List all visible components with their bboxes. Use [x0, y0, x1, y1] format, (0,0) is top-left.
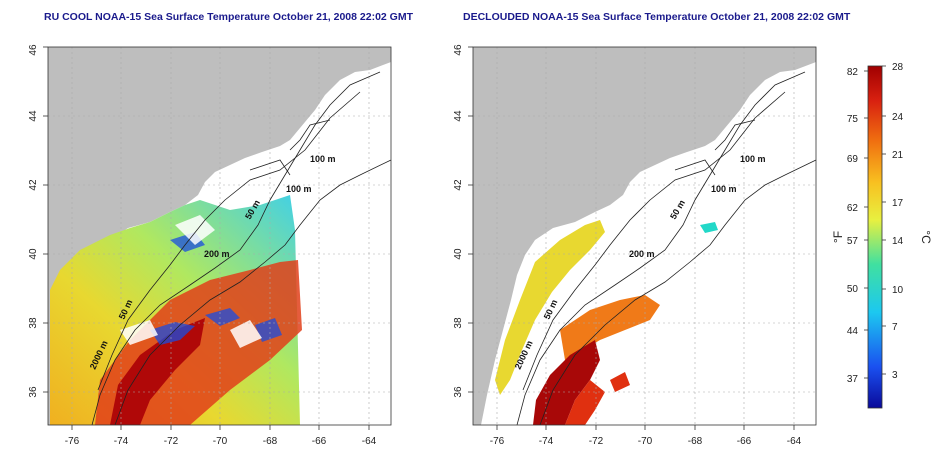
- x-tick-label: -68: [688, 436, 703, 447]
- colorbar-f-ticks: [864, 70, 868, 379]
- x-tick-label: -74: [539, 436, 554, 447]
- x-tick-label: -64: [362, 436, 377, 447]
- contour-label: 100 m: [711, 184, 737, 194]
- right-map-red-core: [533, 340, 600, 425]
- right-map-y-labels: 36 38 40 42 44 46: [453, 44, 464, 398]
- left-map: 100 m 100 m 50 m 200 m 50 m 2000 m -76 -…: [28, 44, 392, 447]
- right-map-frame: [472, 46, 817, 426]
- c-tick-label: 3: [892, 370, 898, 381]
- right-map: 100 m 100 m 50 m 200 m 50 m 2000 m -76 -…: [453, 44, 817, 447]
- right-map-grid: [473, 47, 816, 425]
- left-map-x-labels: -76 -74 -72 -70 -68 -66 -64: [65, 436, 377, 447]
- c-tick-label: 28: [892, 62, 904, 73]
- contour-label: 100 m: [286, 184, 312, 194]
- c-tick-label: 21: [892, 150, 904, 161]
- contour-label: 100 m: [740, 154, 766, 164]
- right-map-x-labels: -76 -74 -72 -70 -68 -66 -64: [490, 436, 802, 447]
- left-map-cold-patches: [150, 232, 282, 345]
- right-map-cool-patch: [700, 222, 718, 233]
- left-map-frame: [47, 46, 392, 426]
- y-tick-label: 36: [453, 386, 464, 398]
- y-tick-label: 36: [28, 386, 39, 398]
- right-map-y-ticks: [468, 46, 473, 393]
- contour-label: 200 m: [629, 249, 655, 259]
- x-tick-label: -72: [589, 436, 604, 447]
- right-map-land: [473, 47, 816, 425]
- left-map-contours: [91, 71, 392, 426]
- y-tick-label: 44: [453, 110, 464, 122]
- x-tick-label: -66: [737, 436, 752, 447]
- f-tick-label: 69: [847, 154, 859, 165]
- f-tick-label: 37: [847, 374, 859, 385]
- x-tick-label: -76: [65, 436, 80, 447]
- x-tick-label: -70: [213, 436, 228, 447]
- y-tick-label: 44: [28, 110, 39, 122]
- right-map-x-ticks: [496, 425, 795, 430]
- x-tick-label: -70: [638, 436, 653, 447]
- left-map-title: RU COOL NOAA-15 Sea Surface Temperature …: [44, 11, 413, 23]
- y-tick-label: 42: [28, 179, 39, 191]
- colorbar-c-labels: 28 24 21 17 14 10 7 3: [892, 62, 904, 381]
- right-map-orange-band: [560, 295, 660, 360]
- left-map-y-labels: 36 38 40 42 44 46: [28, 44, 39, 398]
- left-map-hot-core: [110, 318, 205, 425]
- f-tick-label: 75: [847, 114, 859, 125]
- y-tick-label: 46: [28, 44, 39, 56]
- c-tick-label: 24: [892, 112, 904, 123]
- c-tick-label: 10: [892, 285, 904, 296]
- x-tick-label: -68: [263, 436, 278, 447]
- x-tick-label: -64: [787, 436, 802, 447]
- left-map-cloud-gaps: [120, 215, 262, 348]
- f-tick-label: 50: [847, 284, 859, 295]
- y-tick-label: 38: [453, 317, 464, 329]
- x-tick-label: -66: [312, 436, 327, 447]
- x-tick-label: -74: [114, 436, 129, 447]
- right-map-coastal-warm: [495, 220, 605, 395]
- c-tick-label: 14: [892, 236, 904, 247]
- colorbar-f-axis-label: °F: [831, 231, 845, 243]
- colorbar-f-labels: 82 75 69 62 57 50 44 37: [847, 67, 859, 385]
- y-tick-label: 40: [28, 248, 39, 260]
- colorbar: 82 75 69 62 57 50 44 37 28 24 21 17 14 1…: [831, 62, 933, 409]
- contour-label: 200 m: [204, 249, 230, 259]
- right-map-contours: [516, 71, 817, 426]
- colorbar-gradient: [867, 65, 883, 409]
- right-map-red-fringe: [565, 372, 630, 425]
- contour-label: 100 m: [310, 154, 336, 164]
- f-tick-label: 57: [847, 236, 859, 247]
- f-tick-label: 44: [847, 326, 859, 337]
- y-tick-label: 46: [453, 44, 464, 56]
- y-tick-label: 42: [453, 179, 464, 191]
- left-map-x-ticks: [71, 425, 370, 430]
- colorbar-c-ticks: [882, 65, 886, 375]
- left-map-y-ticks: [43, 46, 48, 393]
- left-map-grid: [48, 47, 391, 425]
- colorbar-c-axis-label: °C: [919, 230, 933, 244]
- f-tick-label: 62: [847, 203, 859, 214]
- y-tick-label: 40: [453, 248, 464, 260]
- c-tick-label: 7: [892, 322, 898, 333]
- right-map-title: DECLOUDED NOAA-15 Sea Surface Temperatur…: [463, 11, 851, 23]
- y-tick-label: 38: [28, 317, 39, 329]
- c-tick-label: 17: [892, 198, 904, 209]
- x-tick-label: -72: [164, 436, 179, 447]
- left-map-land: [48, 47, 391, 425]
- x-tick-label: -76: [490, 436, 505, 447]
- f-tick-label: 82: [847, 67, 859, 78]
